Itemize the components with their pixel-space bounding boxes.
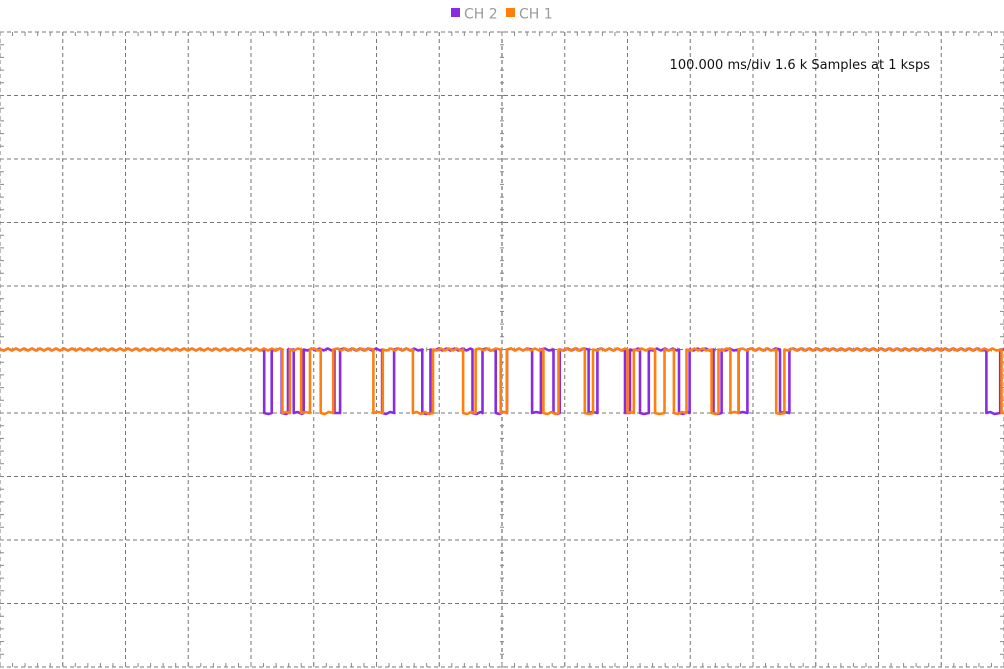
legend-swatch-2 [506, 8, 515, 17]
traces [0, 347, 1004, 416]
legend-label-1: CH 2 [464, 7, 498, 23]
legend-label-2: CH 1 [519, 7, 553, 23]
legend-swatch-1 [451, 8, 460, 17]
trace-ch1 [0, 347, 1004, 416]
timebase-readout: 100.000 ms/div 1.6 k Samples at 1 ksps [670, 58, 931, 73]
chart-legend: CH 2 CH 1 [451, 7, 553, 23]
